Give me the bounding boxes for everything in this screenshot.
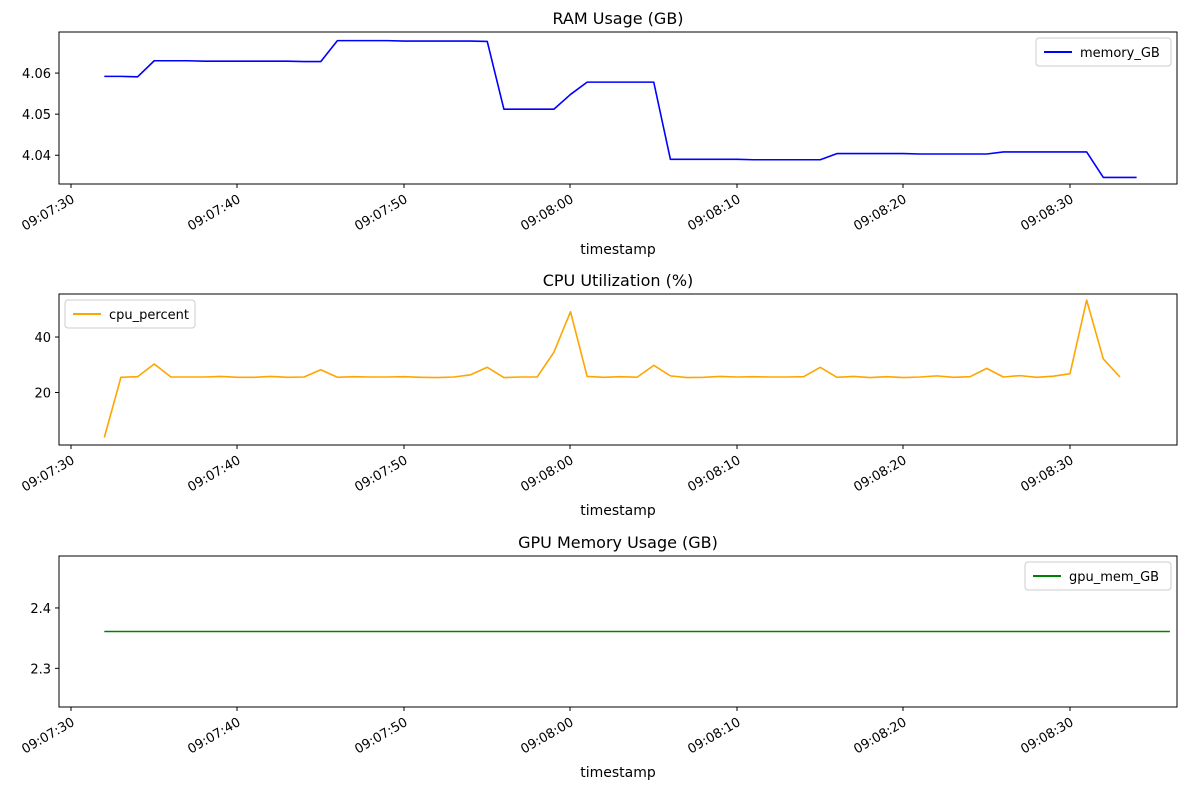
y-tick-label: 2.4 (30, 602, 51, 617)
legend: gpu_mem_GB (1024, 561, 1172, 591)
plot-frame (58, 293, 1178, 446)
x-tick-label: 09:08:10 (685, 715, 743, 757)
x-axis-label: timestamp (580, 765, 656, 781)
y-tick-label: 20 (34, 387, 51, 402)
subplot-3: GPU Memory Usage (GB) 2.3 2.4 09:07:30 09:07… (19, 533, 1178, 781)
x-tick-label: 09:08:00 (518, 453, 576, 495)
x-tick-label: 09:07:50 (352, 192, 410, 234)
x-tick-label: 09:08:20 (851, 192, 909, 234)
x-tick-label: 09:08:00 (518, 192, 576, 234)
legend-box (1024, 561, 1172, 591)
series-line-cpu_percent (103, 299, 1121, 438)
chart-title: GPU Memory Usage (GB) (518, 533, 718, 552)
chart-title: RAM Usage (GB) (552, 9, 683, 28)
x-tick-label: 09:07:40 (185, 715, 243, 757)
legend-label: cpu_percent (109, 308, 189, 323)
x-tick-label: 09:07:30 (19, 453, 77, 495)
legend-label: memory_GB (1080, 46, 1160, 61)
legend: memory_GB (1035, 37, 1172, 67)
subplot-1: RAM Usage (GB) 4.04 4.05 4.06 09:07:30 09:07:… (19, 9, 1178, 258)
chart-title: CPU Utilization (%) (543, 271, 694, 290)
y-tick-label: 2.3 (30, 662, 51, 677)
x-tick-label: 09:07:50 (352, 453, 410, 495)
x-tick-label: 09:07:30 (19, 715, 77, 757)
x-tick-label: 09:08:30 (1018, 715, 1076, 757)
x-axis-label: timestamp (580, 503, 656, 519)
plot-frame (58, 31, 1178, 185)
y-tick-label: 40 (34, 331, 51, 346)
x-tick-label: 09:07:40 (185, 192, 243, 234)
x-tick-label: 09:08:20 (851, 715, 909, 757)
x-tick-label: 09:08:10 (685, 453, 743, 495)
legend: cpu_percent (64, 299, 196, 329)
legend-box (1035, 37, 1172, 67)
subplot-2: CPU Utilization (%) 20 40 09:07:30 09:07:40 0… (19, 271, 1178, 519)
x-tick-label: 09:08:00 (518, 715, 576, 757)
y-tick-label: 4.06 (22, 67, 51, 82)
x-tick-label: 09:08:30 (1018, 453, 1076, 495)
series-line-memory_GB (104, 39, 1137, 179)
plot-frame (58, 555, 1178, 708)
legend-label: gpu_mem_GB (1069, 570, 1159, 585)
y-tick-label: 4.05 (22, 108, 51, 123)
x-tick-label: 09:07:30 (19, 192, 77, 234)
x-axis-label: timestamp (580, 242, 656, 258)
x-tick-label: 09:07:40 (185, 453, 243, 495)
x-tick-label: 09:08:20 (851, 453, 909, 495)
y-tick-label: 4.04 (22, 149, 51, 164)
x-tick-label: 09:08:30 (1018, 192, 1076, 234)
x-tick-label: 09:08:10 (685, 192, 743, 234)
legend-box (64, 299, 196, 329)
x-tick-label: 09:07:50 (352, 715, 410, 757)
